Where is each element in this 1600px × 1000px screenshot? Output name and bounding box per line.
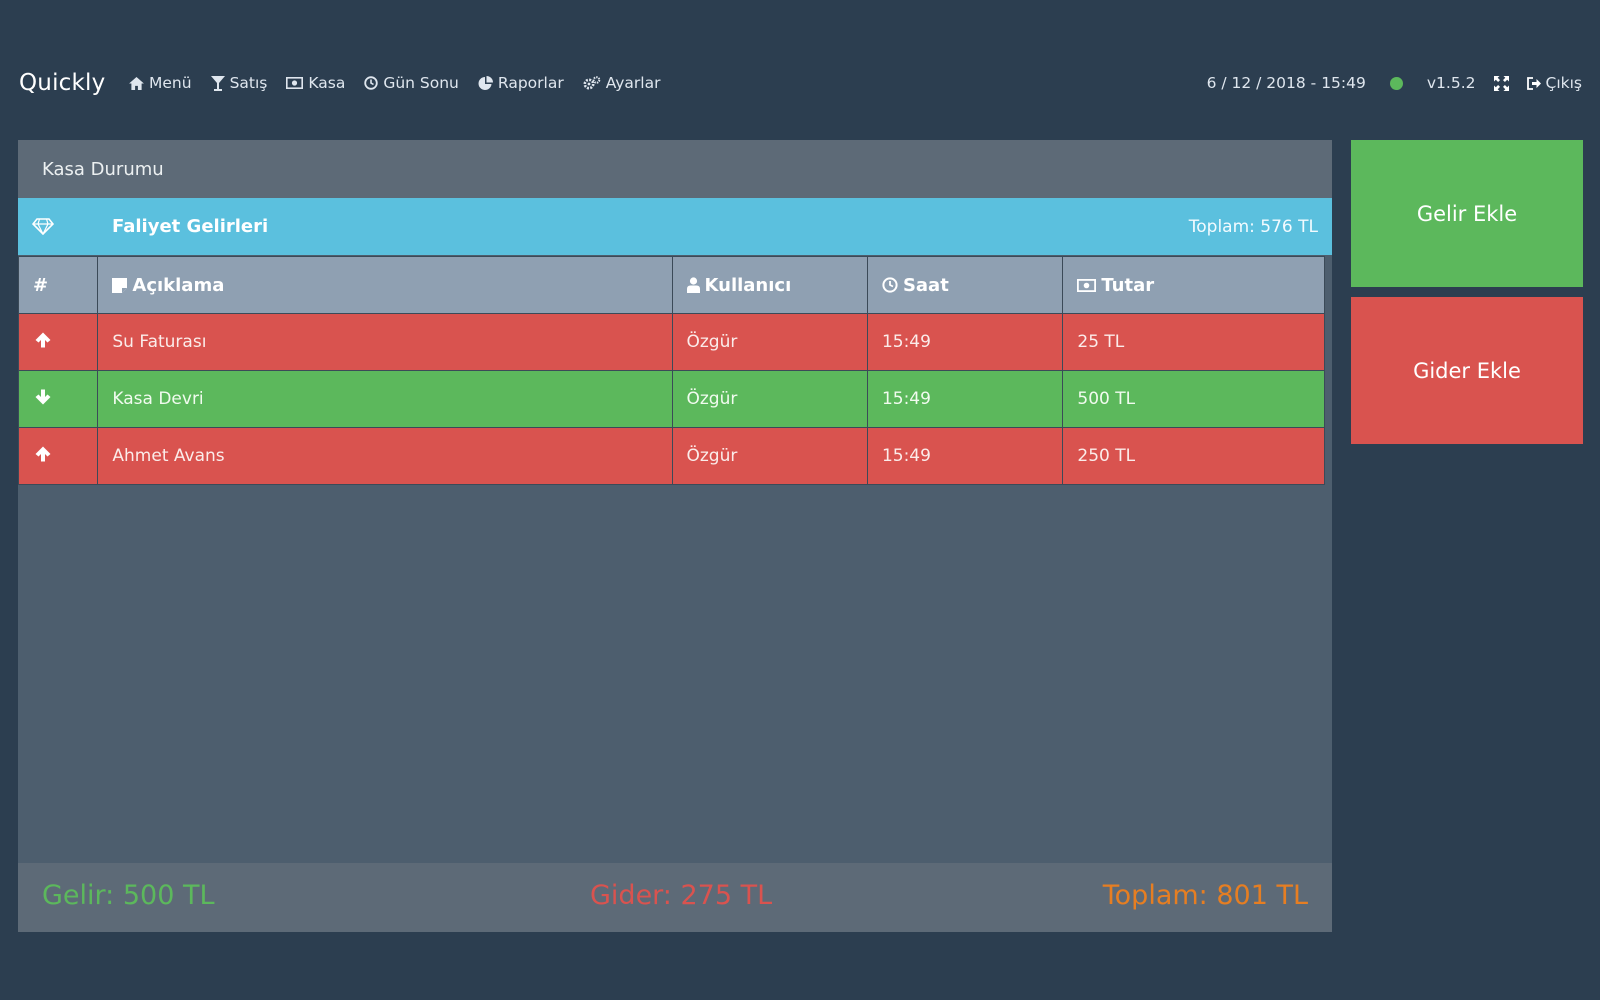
pie-chart-icon xyxy=(478,75,493,90)
add-expense-button[interactable]: Gider Ekle xyxy=(1351,297,1583,444)
fullscreen-button[interactable] xyxy=(1493,75,1509,91)
time-cell: 15:49 xyxy=(866,427,1064,485)
column-header-time: Saat xyxy=(866,256,1064,314)
arrow-up-icon xyxy=(35,332,51,347)
add-income-button[interactable]: Gelir Ekle xyxy=(1351,140,1583,287)
column-header-amount: Tutar xyxy=(1062,256,1325,314)
table-header-row: # Açıklama xyxy=(17,256,1325,314)
direction-cell xyxy=(17,370,99,428)
section-title: Faliyet Gelirleri xyxy=(112,216,269,237)
grand-total: Toplam: 801 TL xyxy=(1102,880,1308,911)
nav-item-cash[interactable]: Kasa xyxy=(286,74,345,92)
logout-button[interactable]: Çıkış xyxy=(1526,74,1583,92)
user-cell: Özgür xyxy=(671,427,868,485)
amount-cell: 25 TL xyxy=(1062,313,1325,371)
nav-item-sales[interactable]: Satış xyxy=(210,74,268,92)
column-header-user: Kullanıcı xyxy=(671,256,868,314)
income-total: Gelir: 500 TL xyxy=(42,880,215,911)
version-label: v1.5.2 xyxy=(1426,74,1476,92)
description-cell: Kasa Devri xyxy=(97,370,673,428)
money-icon xyxy=(286,77,304,89)
amount-cell: 250 TL xyxy=(1062,427,1325,485)
column-header-label: Saat xyxy=(902,274,949,296)
column-header-description: Açıklama xyxy=(97,256,673,314)
datetime-display: 6 / 12 / 2018 - 15:49 xyxy=(1206,74,1366,92)
brand-logo[interactable]: Quickly xyxy=(19,70,106,96)
column-header-index: # xyxy=(17,256,99,314)
logout-label: Çıkış xyxy=(1545,74,1583,92)
cash-status-panel: Kasa Durumu Faliyet Gelirleri Toplam: 57… xyxy=(17,140,1332,932)
nav-item-label: Satış xyxy=(229,74,268,92)
clock-icon xyxy=(882,277,898,293)
table-row[interactable]: Kasa Devri Özgür 15:49 500 TL xyxy=(17,370,1325,428)
nav-item-reports[interactable]: Raporlar xyxy=(478,74,564,92)
glass-icon xyxy=(210,75,225,91)
column-header-label: Tutar xyxy=(1101,274,1155,296)
nav-item-label: Gün Sonu xyxy=(383,74,459,92)
description-cell: Su Faturası xyxy=(97,313,673,371)
top-navbar: Quickly Menü Satış Kasa Gün xyxy=(0,60,1600,110)
diamond-icon xyxy=(32,218,54,235)
time-cell: 15:49 xyxy=(866,313,1064,371)
clock-icon xyxy=(364,76,379,90)
arrow-up-icon xyxy=(35,446,51,461)
gears-icon xyxy=(583,75,601,89)
description-cell: Ahmet Avans xyxy=(97,427,673,485)
amount-cell: 500 TL xyxy=(1062,370,1325,428)
nav-item-menu[interactable]: Menü xyxy=(129,74,192,92)
expand-icon xyxy=(1493,75,1509,91)
table-row[interactable]: Ahmet Avans Özgür 15:49 250 TL xyxy=(17,427,1325,485)
user-icon xyxy=(686,277,700,293)
nav-item-settings[interactable]: Ayarlar xyxy=(583,74,661,92)
nav-item-label: Menü xyxy=(149,74,192,92)
time-cell: 15:49 xyxy=(866,370,1064,428)
main-nav: Menü Satış Kasa Gün Sonu xyxy=(129,74,660,92)
direction-cell xyxy=(17,427,99,485)
sign-out-icon xyxy=(1526,76,1541,90)
table-row[interactable]: Su Faturası Özgür 15:49 25 TL xyxy=(17,313,1325,371)
online-status-indicator xyxy=(1389,76,1403,90)
nav-item-label: Kasa xyxy=(308,74,346,92)
direction-cell xyxy=(17,313,99,371)
header-right: 6 / 12 / 2018 - 15:49 v1.5.2 Çıkış xyxy=(1207,74,1582,92)
expense-total: Gider: 275 TL xyxy=(590,880,773,911)
column-header-label: # xyxy=(33,274,49,296)
activity-income-section: Faliyet Gelirleri Toplam: 576 TL xyxy=(18,198,1332,255)
column-header-label: Kullanıcı xyxy=(704,274,792,296)
nav-item-label: Raporlar xyxy=(497,74,564,92)
column-header-label: Açıklama xyxy=(132,274,225,296)
nav-item-end-of-day[interactable]: Gün Sonu xyxy=(364,74,459,92)
money-icon xyxy=(1077,278,1097,292)
arrow-down-icon xyxy=(35,389,51,404)
totals-footer: Gelir: 500 TL Gider: 275 TL Toplam: 801 … xyxy=(18,863,1332,932)
user-cell: Özgür xyxy=(671,370,868,428)
user-cell: Özgür xyxy=(671,313,868,371)
section-total: Toplam: 576 TL xyxy=(1188,216,1318,237)
transactions-table: # Açıklama xyxy=(17,256,1325,485)
note-icon xyxy=(112,277,128,293)
panel-title: Kasa Durumu xyxy=(18,140,1332,198)
nav-item-label: Ayarlar xyxy=(605,74,661,92)
home-icon xyxy=(129,76,144,90)
